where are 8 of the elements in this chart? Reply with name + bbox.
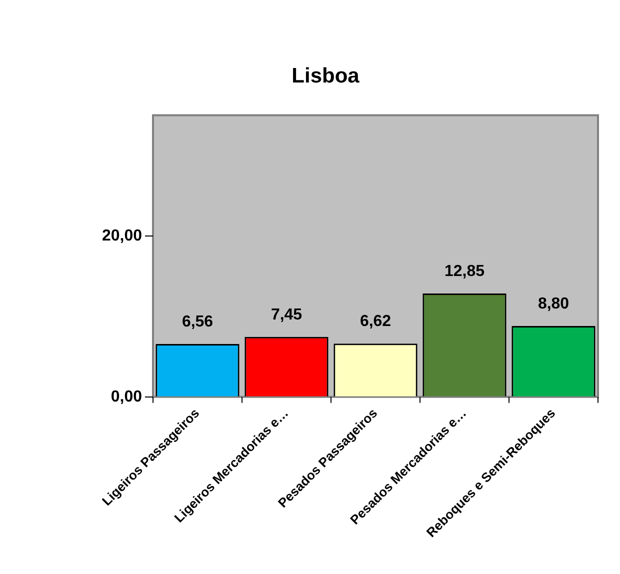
data-label: 12,85 [444, 262, 485, 280]
data-label: 6,56 [182, 313, 214, 330]
data-label: 7,45 [270, 306, 302, 324]
chart-title: Lisboa [292, 64, 360, 88]
data-label: 6,62 [360, 312, 392, 330]
y-tick-label: 20,00 [102, 227, 142, 244]
y-tick-label: 0,00 [110, 388, 142, 406]
data-label: 8,80 [538, 295, 570, 312]
